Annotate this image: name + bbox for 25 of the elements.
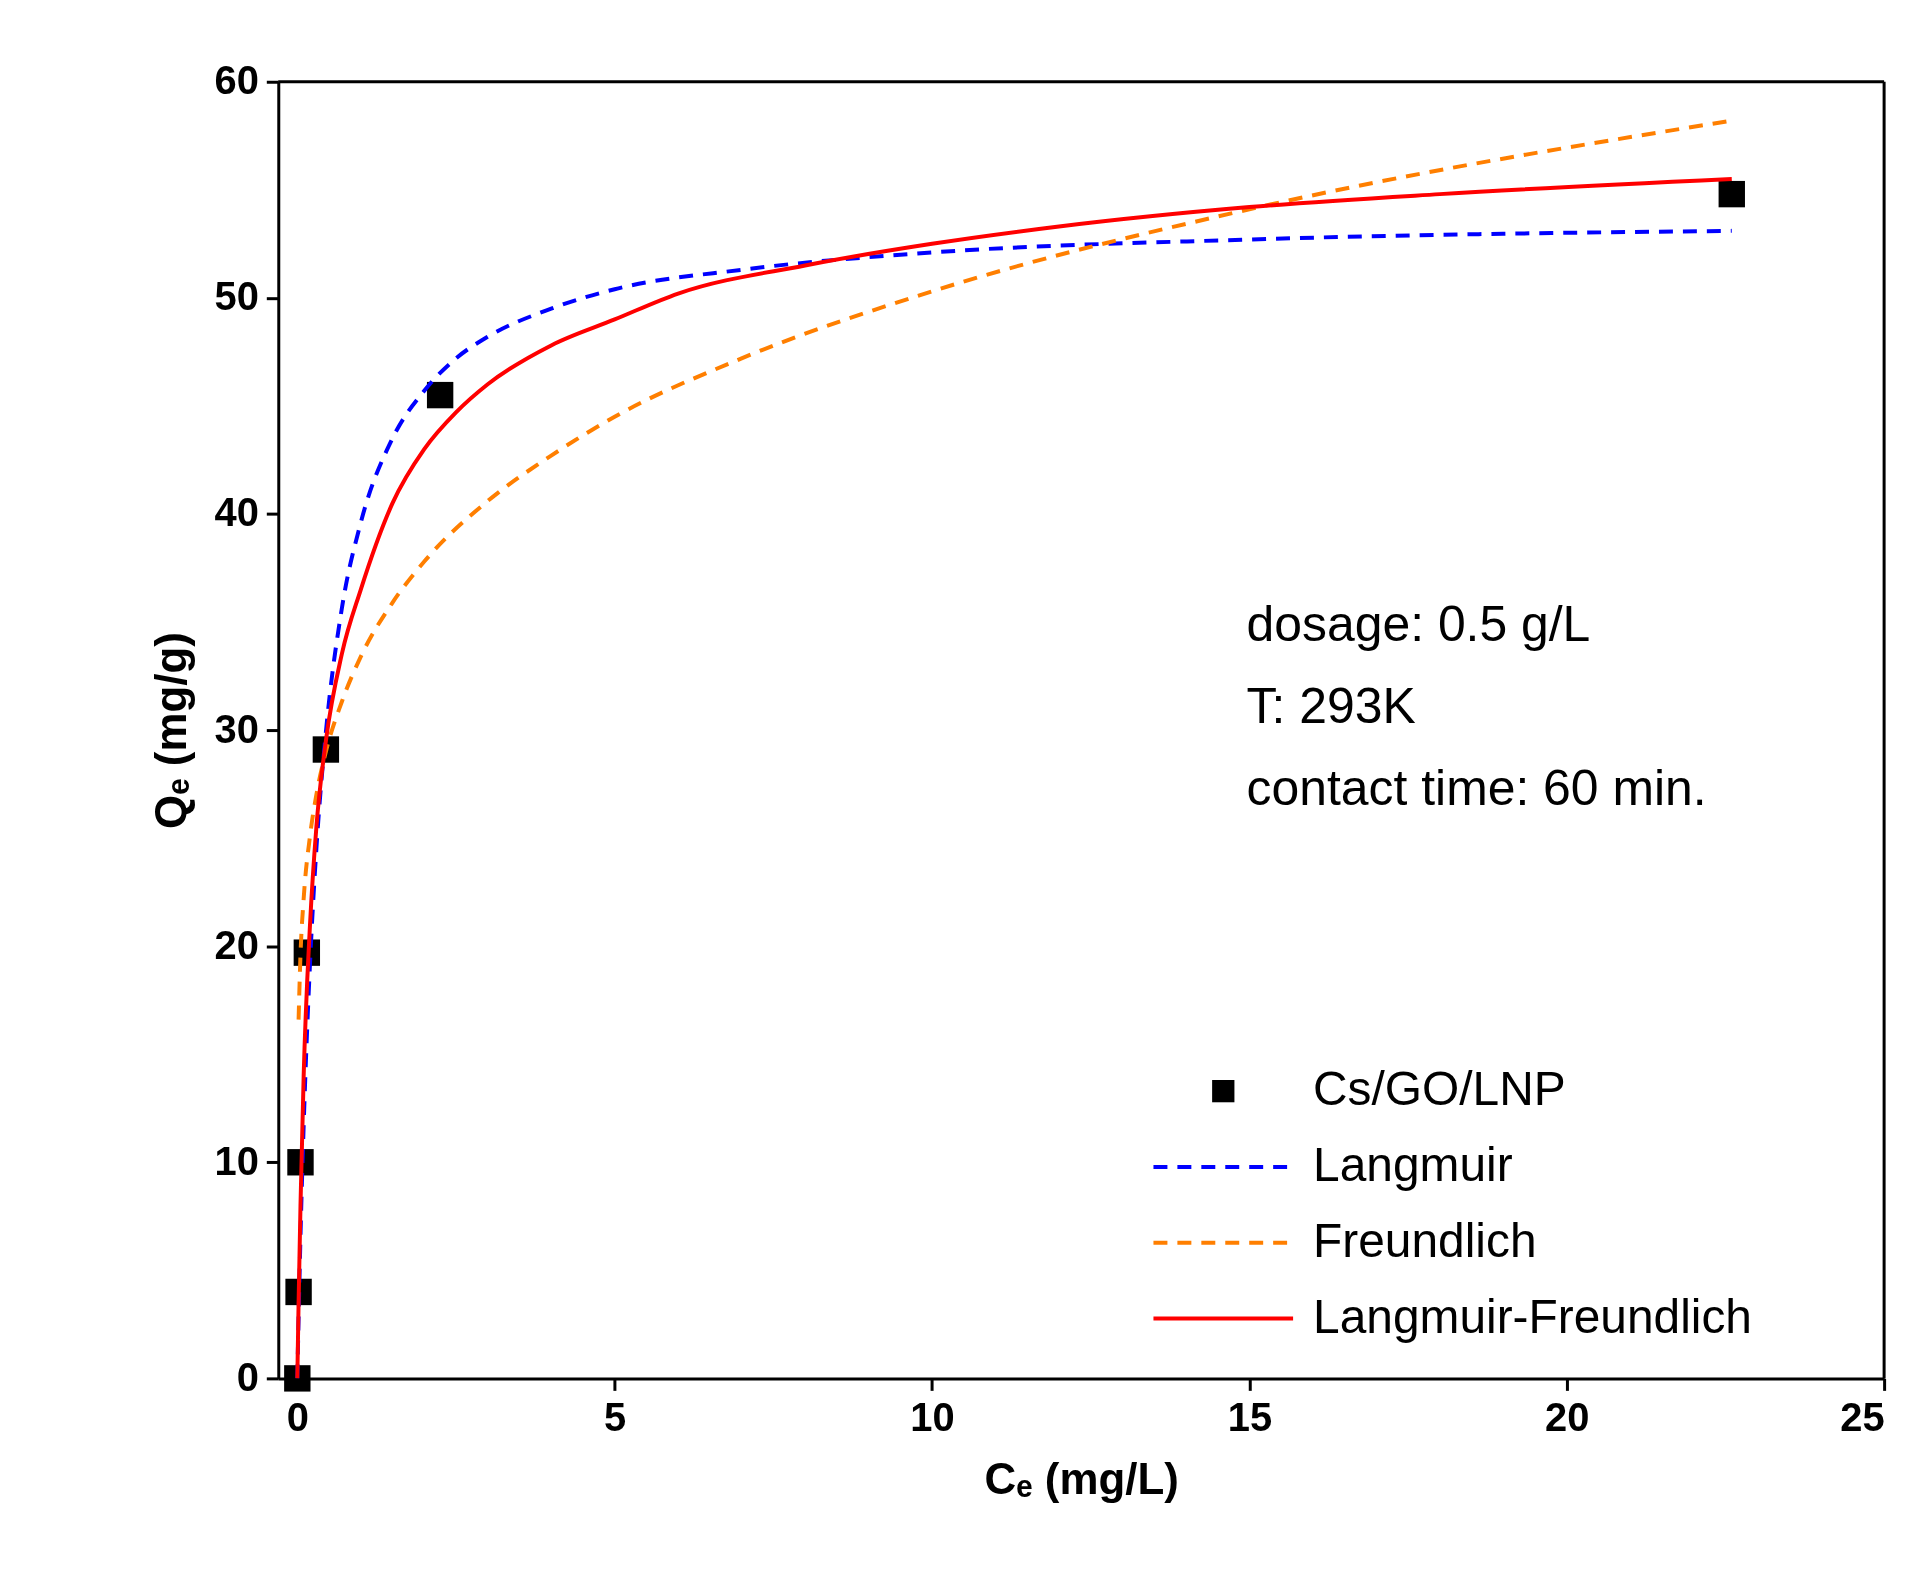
x-tick-label: 0 [286, 1394, 309, 1439]
annotation: dosage: 0.5 g/L [1246, 596, 1591, 653]
annotation: contact time: 60 min. [1246, 759, 1707, 816]
legend-label: Freundlich [1313, 1213, 1537, 1267]
x-axis-title: Cₑ (mg/L) [984, 1453, 1179, 1503]
y-tick-label: 40 [214, 490, 259, 535]
legend-label: Langmuir-Freundlich [1313, 1289, 1752, 1343]
y-tick-label: 60 [214, 58, 259, 103]
point [284, 1365, 311, 1392]
legend-label: Langmuir [1313, 1137, 1513, 1191]
x-tick-label: 20 [1545, 1394, 1590, 1439]
y-tick-label: 20 [214, 922, 259, 967]
legend-label: Cs/GO/LNP [1313, 1062, 1566, 1116]
x-tick-label: 25 [1840, 1394, 1885, 1439]
y-tick-label: 10 [214, 1138, 259, 1183]
y-tick-label: 50 [214, 274, 259, 319]
y-tick-label: 30 [214, 706, 259, 751]
y-axis-title: Qₑ (mg/g) [145, 632, 195, 829]
annotation: T: 293K [1246, 678, 1416, 735]
point [426, 381, 454, 409]
x-tick-label: 5 [604, 1394, 627, 1439]
y-tick-label: 0 [236, 1354, 259, 1399]
x-tick-label: 10 [910, 1394, 955, 1439]
x-tick-label: 15 [1227, 1394, 1273, 1439]
point [1718, 180, 1745, 208]
